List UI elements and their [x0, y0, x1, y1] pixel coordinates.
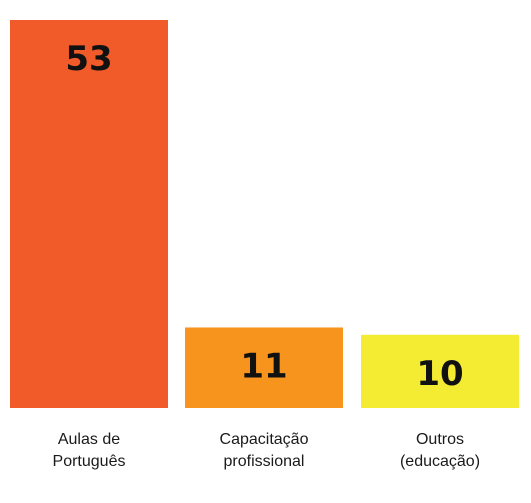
bar-1: [10, 20, 168, 408]
category-label-1-line-1: Aulas de: [58, 431, 120, 448]
category-labels-group: Aulas de Português Capacitação profissional…: [53, 431, 480, 470]
value-labels-group: 53 11 10: [65, 39, 463, 394]
bar-3: [361, 334, 519, 408]
category-label-2-line-2: profissional: [224, 453, 305, 470]
data-label-3: 10: [416, 354, 463, 394]
bar-2: [185, 327, 343, 408]
category-label-3-line-1: Outros: [416, 431, 464, 448]
category-label-2-line-1: Capacitação: [220, 431, 309, 448]
bars-group: [10, 20, 519, 408]
category-label-3-line-2: (educação): [400, 453, 480, 470]
category-label-1-line-2: Português: [53, 453, 126, 470]
data-label-1: 53: [65, 39, 112, 79]
data-label-2: 11: [240, 346, 287, 386]
